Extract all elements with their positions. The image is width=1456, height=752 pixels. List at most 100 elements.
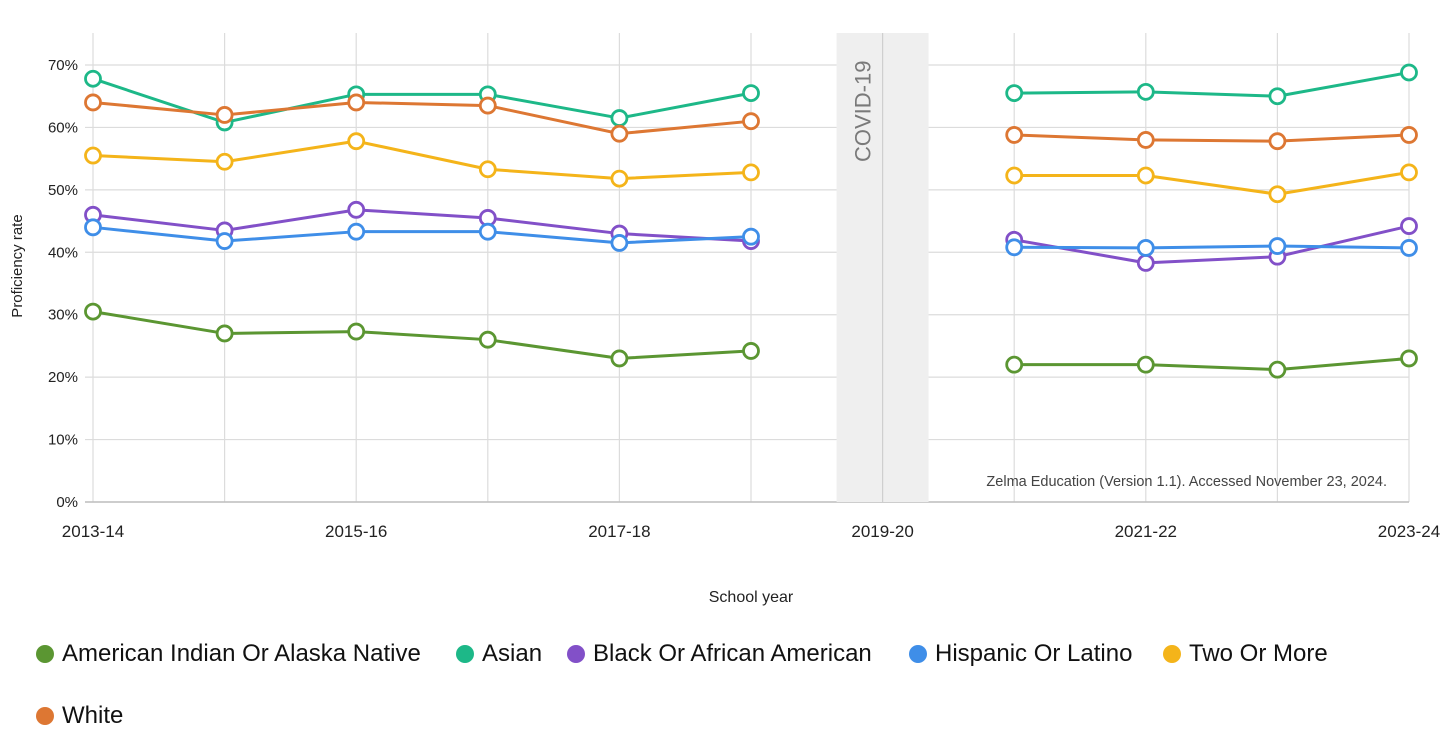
y-axis-ticks: 0% 10% 20% 30% 40% 50% 60% 70% xyxy=(48,57,78,511)
data-point[interactable] xyxy=(347,132,366,151)
legend-item[interactable]: Two Or More xyxy=(1163,640,1328,668)
series-line xyxy=(1012,70,1411,98)
x-tick-label: 2017-18 xyxy=(588,522,650,541)
series-line xyxy=(91,225,753,245)
data-point[interactable] xyxy=(215,232,234,250)
legend-label: White xyxy=(62,702,124,729)
data-point[interactable] xyxy=(1400,163,1418,182)
data-point[interactable] xyxy=(347,222,366,241)
data-point[interactable] xyxy=(1400,126,1418,144)
data-point[interactable] xyxy=(1136,131,1155,149)
series-line xyxy=(91,139,753,181)
data-point[interactable] xyxy=(347,93,366,112)
data-point[interactable] xyxy=(84,93,102,112)
data-point[interactable] xyxy=(742,112,760,131)
series-asian xyxy=(84,63,1418,132)
series-two-or-more xyxy=(84,132,1418,204)
source-note: Zelma Education (Version 1.1). Accessed … xyxy=(986,474,1387,490)
data-point[interactable] xyxy=(1268,87,1287,106)
y-tick-label: 10% xyxy=(48,432,78,449)
y-tick-label: 70% xyxy=(48,57,78,74)
data-point[interactable] xyxy=(742,163,760,182)
data-point[interactable] xyxy=(215,324,234,343)
series-line xyxy=(91,208,753,243)
data-point[interactable] xyxy=(1005,355,1024,374)
data-point[interactable] xyxy=(610,234,629,252)
data-point[interactable] xyxy=(1005,84,1024,102)
legend-item[interactable]: Hispanic Or Latino xyxy=(909,640,1132,668)
x-axis-ticks: 2013-14 2015-16 2017-18 2019-20 2021-22 2023-… xyxy=(62,522,1440,541)
y-tick-label: 40% xyxy=(48,244,78,261)
data-point[interactable] xyxy=(742,342,760,360)
data-point[interactable] xyxy=(610,124,629,143)
data-point[interactable] xyxy=(1136,166,1155,185)
data-point[interactable] xyxy=(1268,132,1287,151)
series-line xyxy=(1012,356,1411,372)
data-point[interactable] xyxy=(1136,253,1155,272)
data-point[interactable] xyxy=(215,152,234,171)
legend-label: Black Or African American xyxy=(593,640,872,667)
series-american-indian-or-alaska-native xyxy=(84,302,1418,379)
covid-annotation: COVID-19 xyxy=(851,61,876,162)
y-axis-label: Proficiency rate xyxy=(9,214,26,317)
data-point[interactable] xyxy=(478,330,497,349)
data-point[interactable] xyxy=(1400,217,1418,235)
legend-label: Two Or More xyxy=(1189,640,1328,667)
legend-item[interactable]: American Indian Or Alaska Native xyxy=(36,640,421,668)
data-point[interactable] xyxy=(347,200,366,219)
data-point[interactable] xyxy=(1005,126,1024,144)
data-point[interactable] xyxy=(1268,185,1287,204)
data-point[interactable] xyxy=(1400,349,1418,368)
data-point[interactable] xyxy=(84,69,102,88)
data-point[interactable] xyxy=(742,84,760,102)
data-point[interactable] xyxy=(610,169,629,188)
data-point[interactable] xyxy=(347,322,366,341)
x-tick-label: 2015-16 xyxy=(325,522,387,541)
series-hispanic-or-latino xyxy=(84,218,1418,257)
data-point[interactable] xyxy=(1136,82,1155,101)
legend-swatch xyxy=(567,645,585,663)
legend-swatch xyxy=(36,645,54,663)
data-point[interactable] xyxy=(610,349,629,368)
legend-label: American Indian Or Alaska Native xyxy=(62,640,421,667)
data-point[interactable] xyxy=(1136,355,1155,374)
y-tick-label: 60% xyxy=(48,119,78,136)
x-axis-label: School year xyxy=(709,589,794,606)
legend-swatch xyxy=(36,707,54,725)
data-point[interactable] xyxy=(1268,237,1287,255)
legend-swatch xyxy=(456,645,474,663)
legend-label: Asian xyxy=(482,640,543,667)
data-point[interactable] xyxy=(1136,239,1155,257)
series-line xyxy=(91,100,753,136)
legend-label: Hispanic Or Latino xyxy=(935,640,1133,667)
x-tick-label: 2013-14 xyxy=(62,522,124,541)
data-point[interactable] xyxy=(215,106,234,124)
data-point[interactable] xyxy=(1400,239,1418,257)
series-layer xyxy=(84,63,1418,379)
legend-item[interactable]: White xyxy=(36,702,123,730)
data-point[interactable] xyxy=(1268,360,1287,379)
y-tick-label: 0% xyxy=(56,494,78,511)
series-line xyxy=(91,77,753,124)
y-tick-label: 50% xyxy=(48,182,78,199)
series-line xyxy=(1012,170,1411,196)
data-point[interactable] xyxy=(84,302,102,321)
data-point[interactable] xyxy=(478,222,497,241)
covid-band xyxy=(836,33,929,502)
legend-swatch xyxy=(1163,645,1181,663)
data-point[interactable] xyxy=(1005,166,1024,185)
data-point[interactable] xyxy=(1005,238,1024,257)
data-point[interactable] xyxy=(84,146,102,165)
data-point[interactable] xyxy=(84,218,102,237)
data-point[interactable] xyxy=(610,109,629,127)
series-white xyxy=(84,93,1418,151)
legend-item[interactable]: Black Or African American xyxy=(567,640,872,668)
series-line xyxy=(1012,244,1411,250)
line-chart: 0%10%20%30%40%50%60%70% 2013-14 2015-16 20… xyxy=(9,33,1440,606)
data-point[interactable] xyxy=(742,227,760,246)
legend-item[interactable]: Asian xyxy=(456,640,542,668)
data-point[interactable] xyxy=(1400,63,1418,82)
legend-swatch xyxy=(909,645,927,663)
data-point[interactable] xyxy=(478,160,497,179)
data-point[interactable] xyxy=(478,96,497,115)
